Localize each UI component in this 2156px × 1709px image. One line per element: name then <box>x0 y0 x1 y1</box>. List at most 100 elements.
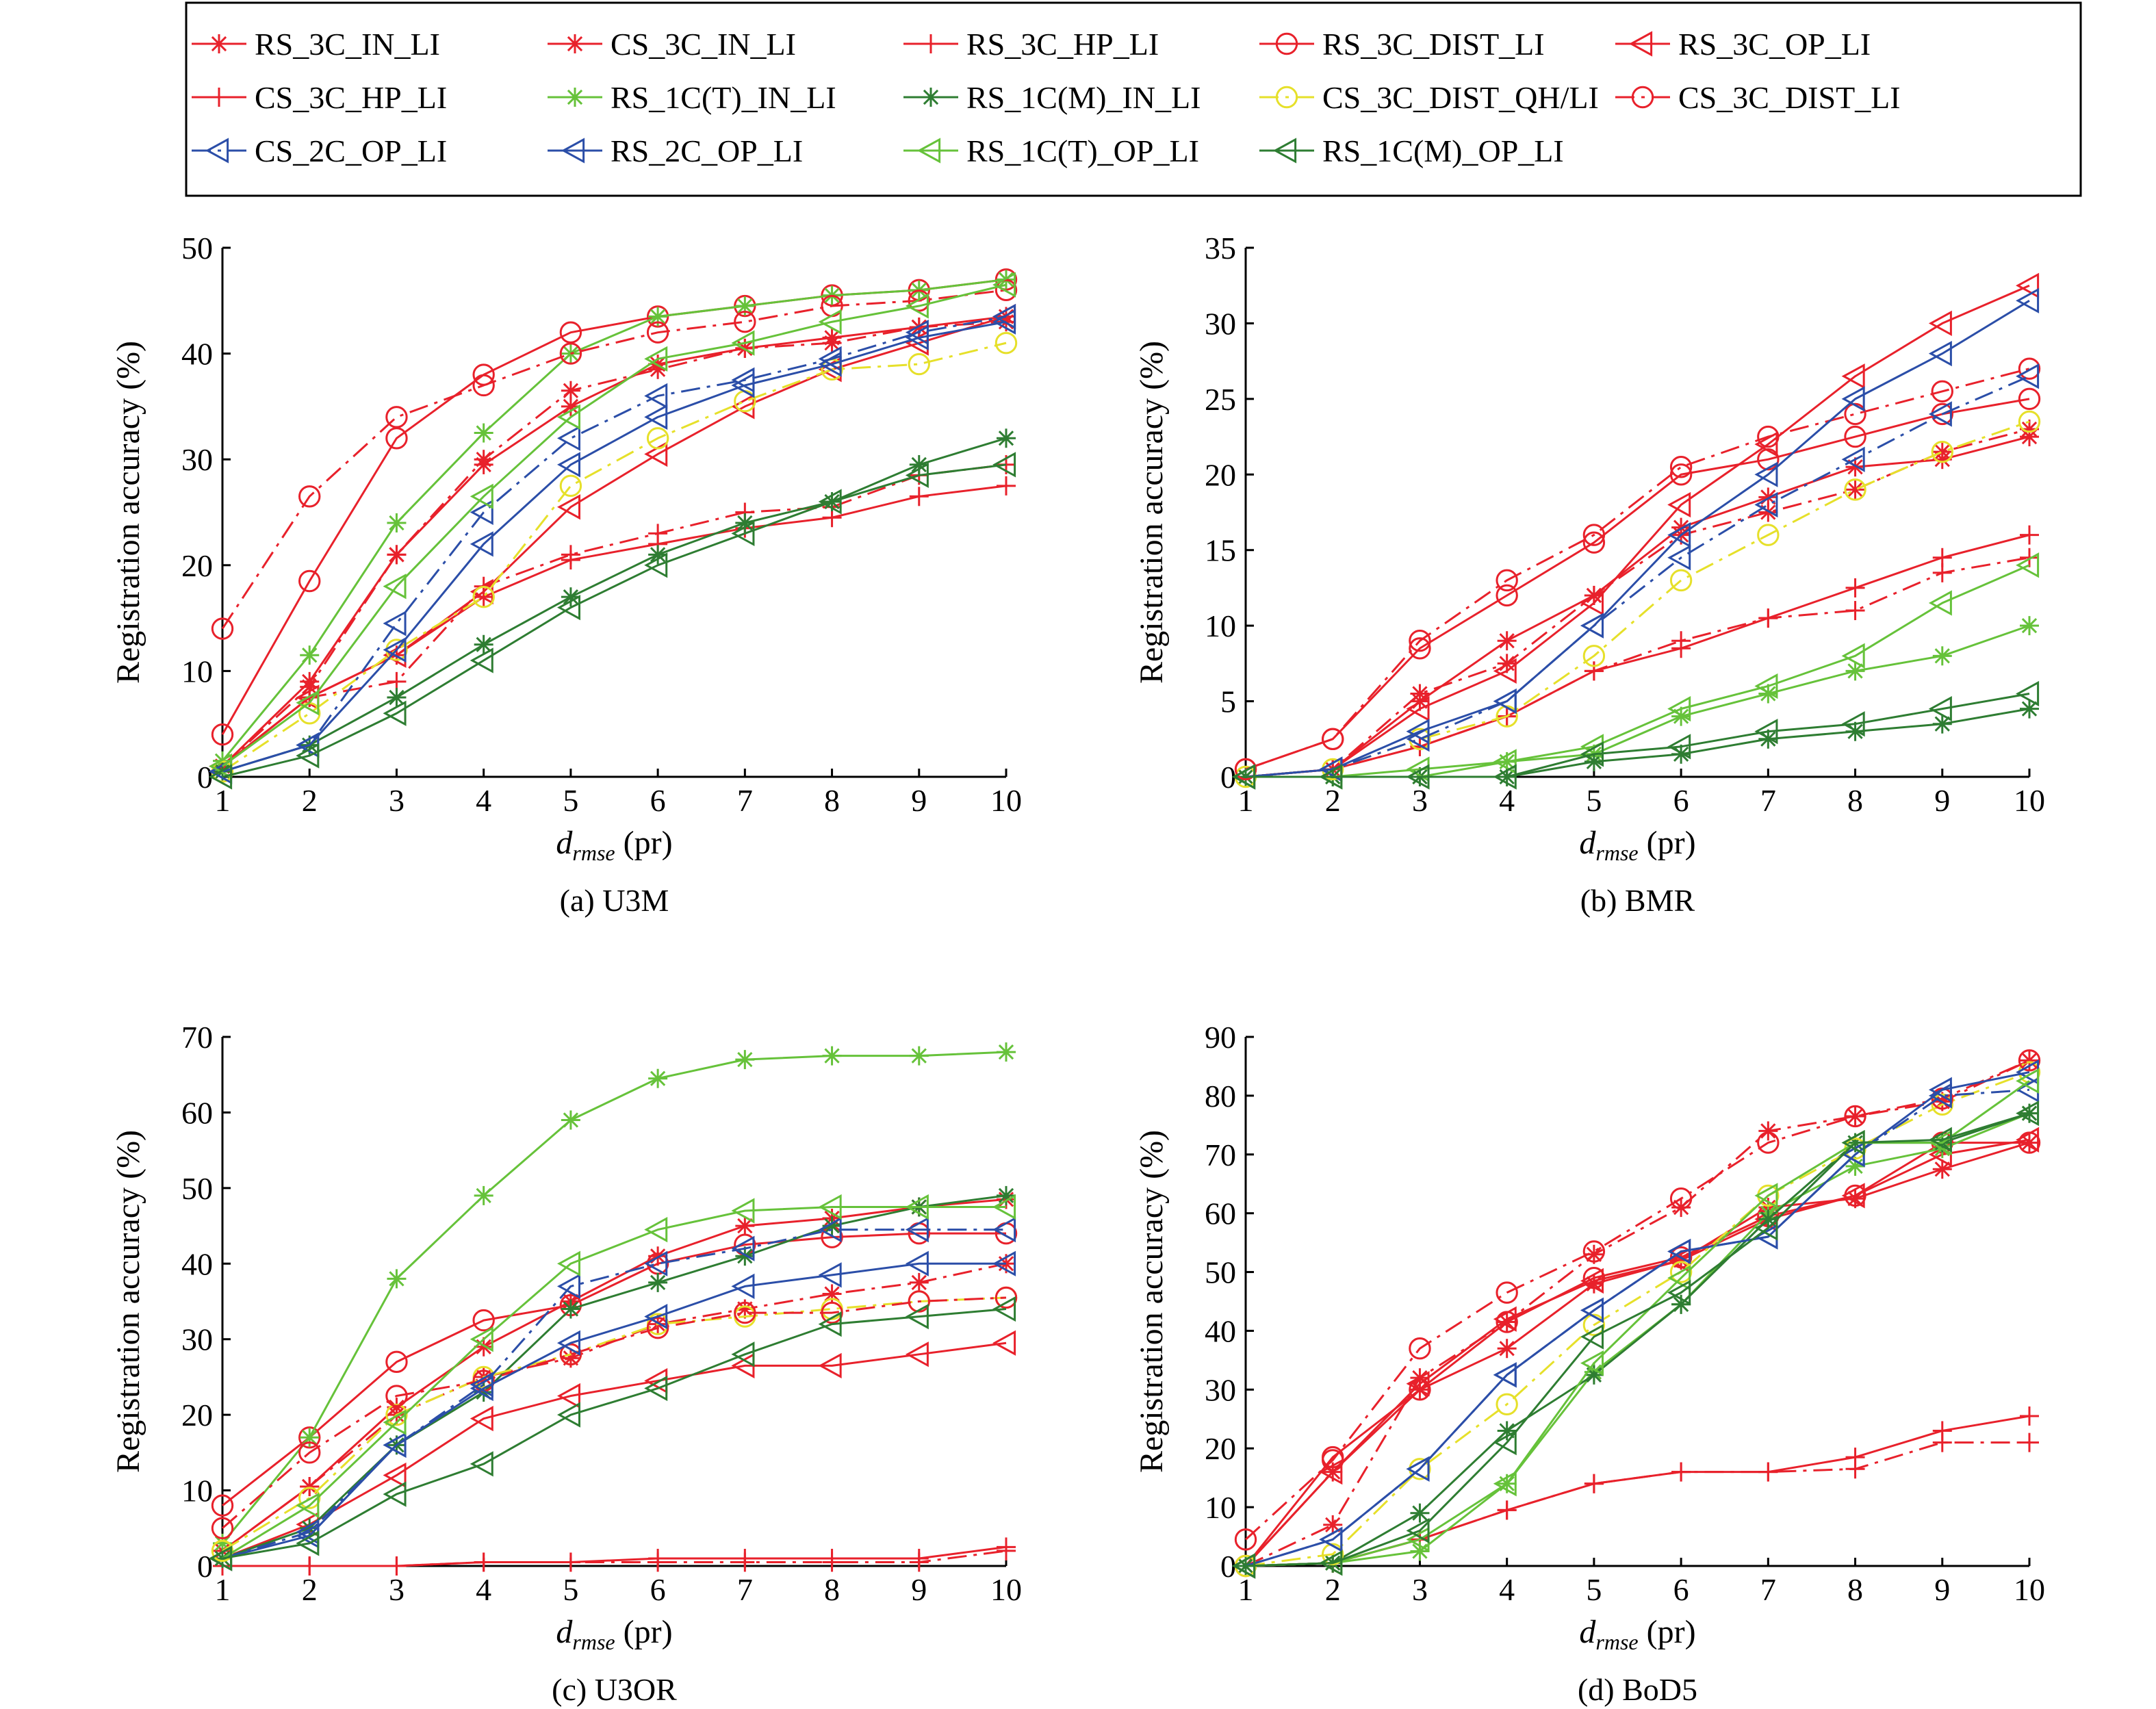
data-point <box>556 494 580 520</box>
series-line <box>1232 1059 2040 1579</box>
data-point <box>1757 425 1780 448</box>
data-point <box>735 1216 755 1236</box>
data-point <box>1845 457 1865 477</box>
data-point <box>646 1316 669 1339</box>
data-point <box>1580 1297 1604 1324</box>
data-point <box>731 520 755 547</box>
series-path <box>1245 1112 2030 1567</box>
data-point <box>997 1541 1016 1560</box>
legend-label: RS_1C(T)_IN_LI <box>611 80 836 115</box>
legend-item: RS_1C(T)_OP_LI <box>903 133 1199 168</box>
series-path <box>221 1051 1007 1544</box>
data-point <box>2018 410 2041 433</box>
x-tick-label: 6 <box>1673 1572 1689 1607</box>
data-point <box>1493 764 1517 790</box>
data-point <box>735 1050 755 1070</box>
data-point <box>2020 1406 2039 1426</box>
y-tick-label: 30 <box>1205 306 1236 341</box>
data-point <box>1667 491 1691 518</box>
data-point <box>2016 1127 2040 1153</box>
series-line <box>213 1541 1016 1576</box>
data-point <box>2020 548 2039 567</box>
data-point <box>1493 1430 1517 1456</box>
data-point <box>909 1552 929 1572</box>
y-tick-label: 50 <box>181 231 213 266</box>
x-tick-label: 3 <box>1412 783 1428 818</box>
data-point <box>556 425 580 451</box>
series-line <box>213 1537 1016 1576</box>
data-point <box>731 1273 755 1300</box>
series-path <box>1246 564 2030 778</box>
data-point <box>646 305 669 328</box>
data-point <box>383 637 407 663</box>
data-point <box>1845 1106 1865 1126</box>
data-point <box>296 690 320 716</box>
legend-marker <box>1275 32 1298 55</box>
data-point <box>1582 645 1606 667</box>
y-tick-label: 50 <box>1205 1255 1236 1290</box>
data-point <box>1841 446 1865 472</box>
data-point <box>470 483 493 509</box>
series-path <box>222 1308 1007 1560</box>
series-line <box>209 1216 1016 1571</box>
data-point <box>1667 734 1691 760</box>
data-point <box>2016 272 2040 298</box>
data-point <box>1582 1240 1606 1263</box>
series-path <box>221 320 1007 767</box>
data-point <box>818 1194 842 1220</box>
data-point <box>1319 1459 1343 1485</box>
data-point <box>648 1552 668 1572</box>
data-point <box>1497 1421 1517 1441</box>
data-point <box>1669 569 1693 592</box>
data-point <box>211 1494 234 1517</box>
series-path <box>222 316 1007 773</box>
data-point <box>992 1216 1016 1243</box>
data-point <box>1841 1129 1865 1156</box>
y-tick-label: 40 <box>1205 1313 1236 1348</box>
legend-marker <box>1273 138 1297 164</box>
data-point <box>387 688 407 708</box>
y-axis-label: Registration accuracy (%) <box>1133 1130 1170 1473</box>
legend-label: CS_2C_OP_LI <box>255 133 447 168</box>
data-point <box>1493 1471 1517 1497</box>
series-path <box>1246 624 2030 778</box>
data-point <box>1754 673 1778 699</box>
y-tick-label: 60 <box>1205 1196 1236 1231</box>
data-point <box>994 331 1018 355</box>
legend-label: RS_3C_OP_LI <box>1678 27 1871 62</box>
data-point <box>646 427 669 450</box>
data-point <box>556 452 580 478</box>
series-path <box>222 1229 1006 1560</box>
x-tick-label: 9 <box>1934 783 1950 818</box>
data-point <box>474 1185 493 1205</box>
data-point <box>385 406 408 428</box>
y-axis-label: Registration accuracy (%) <box>1133 341 1170 684</box>
legend-item: RS_3C_DIST_LI <box>1259 27 1545 62</box>
data-point <box>1754 491 1778 518</box>
data-point <box>1319 1526 1343 1552</box>
data-point <box>1584 1474 1604 1493</box>
series-path <box>1245 1415 2030 1567</box>
data-point <box>2020 699 2039 719</box>
data-point <box>648 307 668 326</box>
x-tick-label: 8 <box>824 1572 840 1607</box>
data-point <box>1667 1279 1691 1306</box>
data-point <box>1671 1462 1691 1482</box>
data-point <box>994 268 1018 291</box>
data-point <box>1493 1306 1517 1332</box>
data-point <box>1758 1121 1778 1141</box>
data-point <box>383 574 407 600</box>
data-point <box>1845 601 1865 621</box>
y-tick-label: 80 <box>1205 1079 1236 1114</box>
legend-label: RS_3C_HP_LI <box>966 27 1159 62</box>
series-path <box>1245 1071 2030 1567</box>
legend-item: RS_2C_OP_LI <box>548 133 803 168</box>
data-point <box>300 645 320 665</box>
data-point <box>561 381 580 400</box>
data-point <box>211 1517 234 1539</box>
legend-item: RS_1C(M)_IN_LI <box>903 80 1201 115</box>
x-tick-label: 3 <box>389 1572 405 1607</box>
data-point <box>1671 744 1691 764</box>
series-path <box>1245 1080 2030 1567</box>
legend-marker <box>1631 86 1654 109</box>
